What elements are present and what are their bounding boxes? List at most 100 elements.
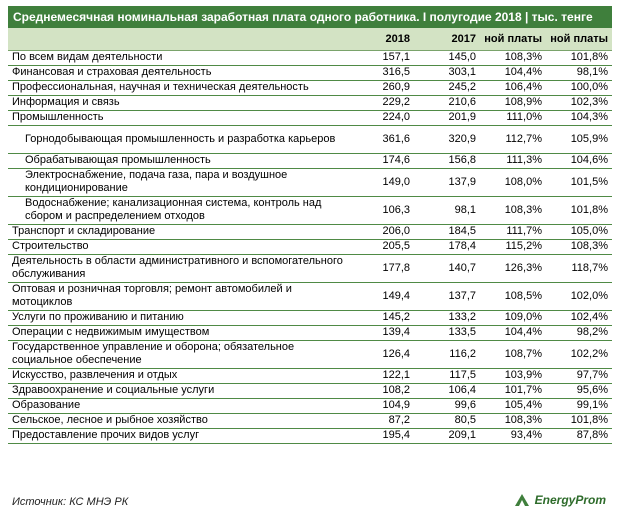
header-2018: 2018 [348,28,414,51]
row-name: Информация и связь [8,95,348,111]
row-name: Государственное управление и оборона; об… [8,340,348,369]
row-value-2017: 178,4 [414,239,480,255]
table-row: Электроснабжение, подача газа, пара и во… [8,168,612,197]
row-real-index: 105,0% [546,224,612,240]
row-real-index: 102,3% [546,95,612,111]
row-value-2018: 87,2 [348,413,414,429]
row-real-index: 95,6% [546,383,612,399]
row-value-2018: 122,1 [348,368,414,384]
row-value-2018: 260,9 [348,80,414,96]
row-name: Промышленность [8,110,348,126]
row-value-2018: 229,2 [348,95,414,111]
row-value-2017: 303,1 [414,65,480,81]
row-value-2017: 145,0 [414,50,480,66]
row-value-2018: 149,4 [348,282,414,311]
table-row: Финансовая и страховая деятельность 316,5… [8,65,612,81]
row-nominal-index: 106,4% [480,80,546,96]
source-note: Источник: КС МНЭ РК [12,496,129,508]
row-value-2018: 104,9 [348,398,414,414]
row-nominal-index: 101,7% [480,383,546,399]
row-value-2018: 126,4 [348,340,414,369]
table-row: Государственное управление и оборона; об… [8,340,612,369]
table-row: Предоставление прочих видов услуг 195,4 20… [8,428,612,444]
row-value-2018: 361,6 [348,125,414,154]
row-real-index: 118,7% [546,254,612,283]
row-name: Искусство, развлечения и отдых [8,368,348,384]
row-value-2017: 209,1 [414,428,480,444]
row-value-2017: 137,7 [414,282,480,311]
table-row: Искусство, развлечения и отдых 122,1 117,5… [8,368,612,384]
row-value-2017: 117,5 [414,368,480,384]
row-nominal-index: 111,0% [480,110,546,126]
row-name: Образование [8,398,348,414]
table-row: Операции с недвижимым имуществом 139,4 133… [8,325,612,341]
brand-logo: EnergyProm [513,492,606,508]
row-real-index: 101,8% [546,50,612,66]
row-value-2018: 195,4 [348,428,414,444]
row-real-index: 102,2% [546,340,612,369]
row-real-index: 102,4% [546,310,612,326]
row-value-2017: 201,9 [414,110,480,126]
row-name: Горнодобывающая промышленность и разрабо… [8,125,348,154]
row-real-index: 108,3% [546,239,612,255]
row-value-2018: 108,2 [348,383,414,399]
page: Среднемесячная номинальная заработная пл… [0,6,620,520]
row-name: Финансовая и страховая деятельность [8,65,348,81]
row-value-2017: 98,1 [414,196,480,225]
row-real-index: 98,2% [546,325,612,341]
row-nominal-index: 108,3% [480,50,546,66]
row-real-index: 101,5% [546,168,612,197]
row-real-index: 99,1% [546,398,612,414]
row-nominal-index: 115,2% [480,239,546,255]
header-2017: 2017 [414,28,480,51]
row-real-index: 98,1% [546,65,612,81]
row-value-2017: 106,4 [414,383,480,399]
row-nominal-index: 108,5% [480,282,546,311]
row-value-2018: 106,3 [348,196,414,225]
table-row: Сельское, лесное и рыбное хозяйство 87,2 8… [8,413,612,429]
row-nominal-index: 126,3% [480,254,546,283]
row-name: Деятельность в области административного… [8,254,348,283]
table-header-row: 2018 2017 ной платы ной платы [8,28,612,51]
table-row: Деятельность в области административного… [8,254,612,283]
row-real-index: 101,8% [546,196,612,225]
table-row: Услуги по проживанию и питанию 145,2 133,2… [8,310,612,326]
table-row: Профессиональная, научная и техническая … [8,80,612,96]
row-value-2017: 137,9 [414,168,480,197]
row-name: Строительство [8,239,348,255]
row-real-index: 104,6% [546,153,612,169]
row-nominal-index: 103,9% [480,368,546,384]
header-nominal-index: ной платы [480,28,546,51]
row-nominal-index: 93,4% [480,428,546,444]
header-name [8,28,348,51]
header-real-index: ной платы [546,28,612,51]
row-value-2017: 320,9 [414,125,480,154]
row-nominal-index: 108,7% [480,340,546,369]
row-value-2017: 140,7 [414,254,480,283]
row-value-2018: 224,0 [348,110,414,126]
row-name: Предоставление прочих видов услуг [8,428,348,444]
row-name: Операции с недвижимым имуществом [8,325,348,341]
row-value-2017: 116,2 [414,340,480,369]
row-nominal-index: 104,4% [480,65,546,81]
energyprom-logo-icon [514,494,529,506]
row-value-2018: 177,8 [348,254,414,283]
row-real-index: 100,0% [546,80,612,96]
row-name: Транспорт и складирование [8,224,348,240]
row-name: Оптовая и розничная торговля; ремонт авт… [8,282,348,311]
row-nominal-index: 108,3% [480,196,546,225]
row-value-2018: 157,1 [348,50,414,66]
row-real-index: 87,8% [546,428,612,444]
row-value-2017: 210,6 [414,95,480,111]
table-row: Транспорт и складирование 206,0 184,5 111,7… [8,224,612,240]
salary-table: 2018 2017 ной платы ной платы По всем ви… [8,28,612,444]
row-real-index: 101,8% [546,413,612,429]
table-row: По всем видам деятельности 157,1 145,0 108,… [8,50,612,66]
row-value-2017: 99,6 [414,398,480,414]
row-value-2017: 133,2 [414,310,480,326]
row-name: Профессиональная, научная и техническая … [8,80,348,96]
row-nominal-index: 109,0% [480,310,546,326]
table-title: Среднемесячная номинальная заработная пл… [8,6,612,28]
row-name: По всем видам деятельности [8,50,348,66]
row-nominal-index: 104,4% [480,325,546,341]
